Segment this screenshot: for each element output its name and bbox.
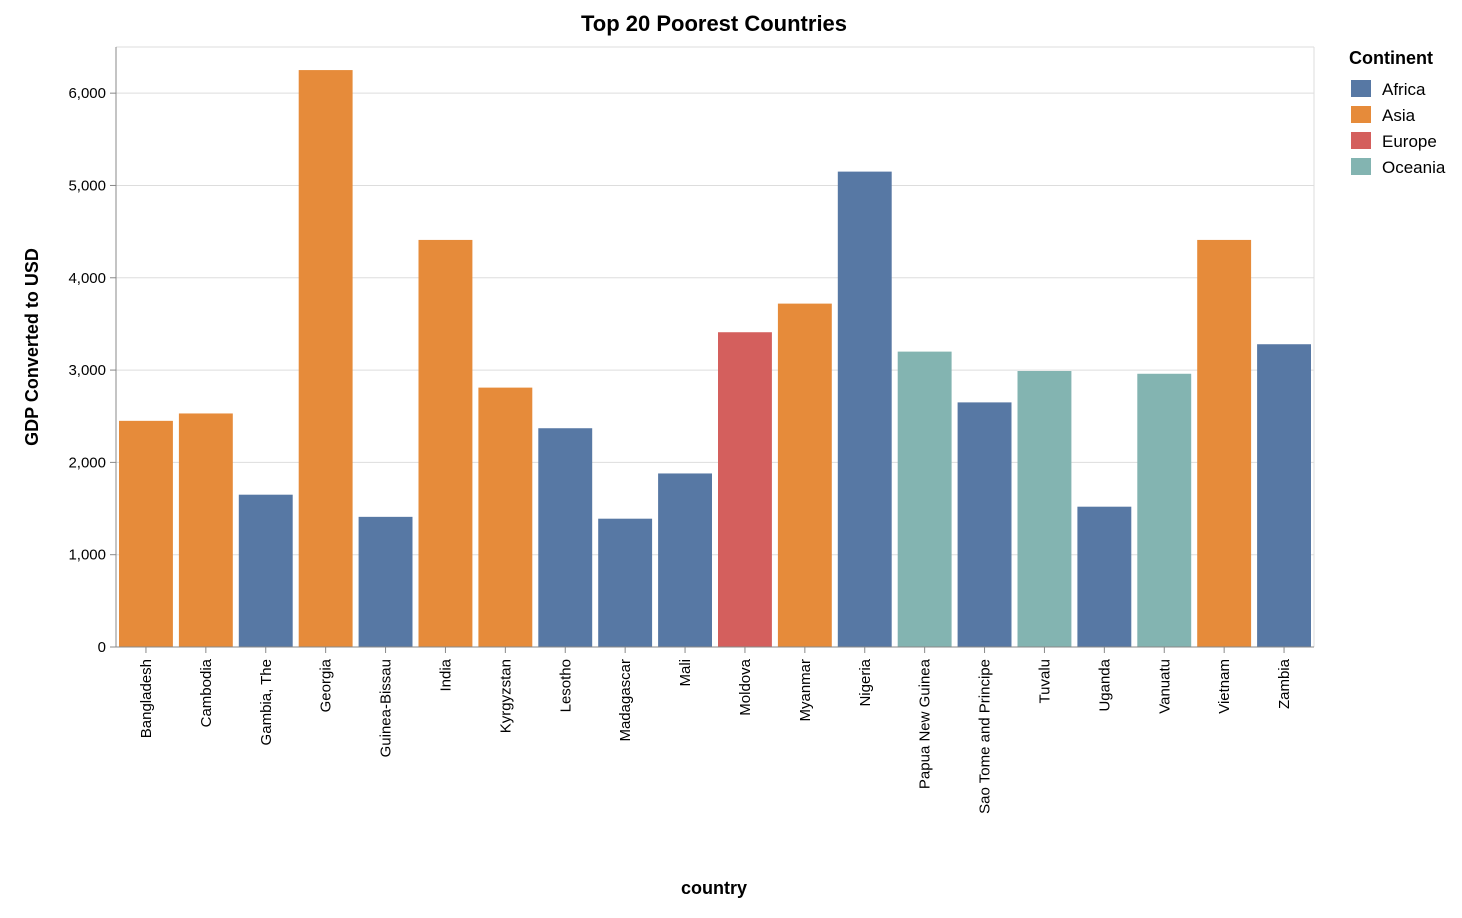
x-tick-label: Uganda [1096,658,1113,711]
bar [957,402,1012,647]
y-tick-label: 4,000 [68,270,106,287]
x-axis-title: country [681,878,747,898]
legend-label: Africa [1382,80,1426,99]
legend-swatch [1351,80,1371,97]
x-tick-label: Madagascar [617,659,634,742]
bar [298,70,353,648]
bars [119,70,1311,648]
y-tick-label: 0 [98,639,106,656]
legend-swatch [1351,158,1371,175]
x-tick-label: Myanmar [797,659,814,722]
x-tick-label: Zambia [1276,658,1293,709]
bar [1257,344,1311,647]
x-tick-label: Tuvalu [1036,659,1053,703]
x-tick-label: Gambia, The [258,659,275,745]
x-tick-label: Guinea-Bissau [378,659,395,757]
y-tick-label: 6,000 [68,85,106,102]
y-tick-label: 1,000 [68,547,106,564]
bar [1137,373,1192,647]
x-tick-label: Papua New Guinea [917,658,934,789]
x-tick-label: India [437,658,454,691]
bar [1017,371,1072,647]
y-axis-title: GDP Converted to USD [22,248,42,446]
x-tick-label: Vanuatu [1156,659,1173,714]
x-tick-label: Moldova [737,658,754,715]
x-axis: Bangladesh Cambodia Gambia, The Georgia Guin… [116,646,1314,814]
x-tick-label: Sao Tome and Principe [977,659,994,814]
x-tick-label: Bangladesh [138,659,155,738]
bar [418,239,473,647]
legend: Continent Africa Asia Europe Oceania [1349,48,1446,177]
legend-swatch [1351,132,1371,149]
legend-label: Europe [1382,132,1437,151]
bar [1077,506,1132,647]
x-tick-label: Mali [677,659,694,687]
legend-label: Asia [1382,106,1416,125]
y-tick-label: 2,000 [68,454,106,471]
bar [478,387,533,647]
x-tick-label: Vietnam [1216,659,1233,714]
x-tick-label: Cambodia [198,658,215,727]
legend-title: Continent [1349,48,1433,68]
y-axis: 0 1,000 2,000 3,000 4,000 5,000 6,000 [68,47,117,656]
y-tick-label: 5,000 [68,177,106,194]
bar [837,171,892,647]
bar [358,516,413,647]
x-tick-label: Lesotho [557,659,574,712]
legend-swatch [1351,106,1371,123]
legend-label: Oceania [1382,158,1446,177]
bar [658,473,712,647]
bar [598,518,653,647]
bar [538,428,593,647]
bar [897,351,952,647]
bar [178,413,233,647]
y-tick-label: 3,000 [68,362,106,379]
chart-title: Top 20 Poorest Countries [581,11,847,36]
bar [1197,239,1252,647]
bar [777,303,832,647]
bar [238,494,293,647]
bar [718,332,772,647]
gridlines [116,46,1315,648]
x-tick-label: Kyrgyzstan [497,659,514,733]
x-tick-label: Georgia [318,658,335,712]
bar [119,420,173,647]
x-tick-label: Nigeria [857,658,874,706]
